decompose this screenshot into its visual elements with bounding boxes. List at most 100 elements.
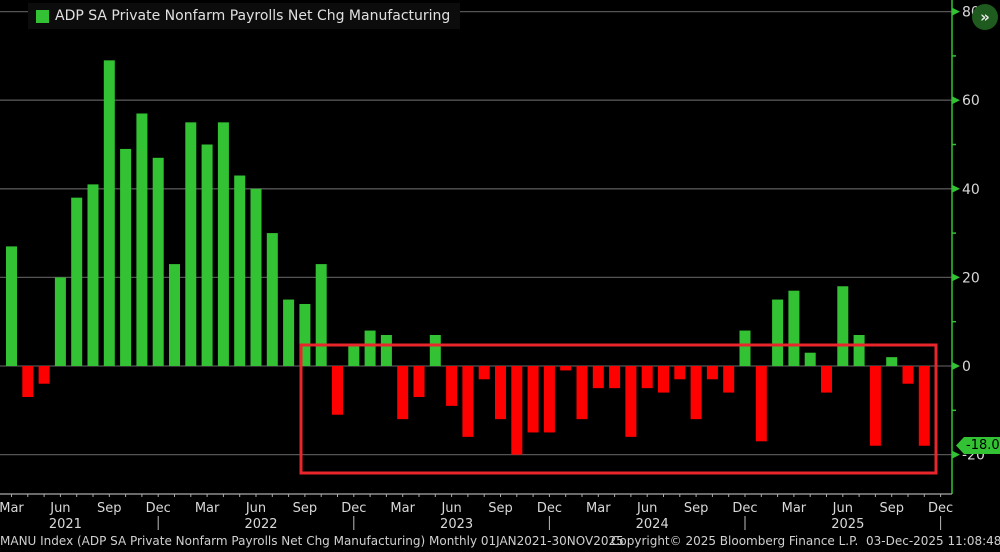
year-label: 2023 [440, 517, 473, 532]
bar [690, 366, 702, 420]
y-tick-label: 40 [962, 182, 980, 198]
bar [706, 366, 718, 380]
bar [38, 366, 50, 384]
bar [853, 334, 865, 366]
bar [755, 366, 767, 442]
bar [658, 366, 669, 393]
bar [413, 366, 425, 398]
double-chevron-right-icon: » [980, 8, 990, 26]
bar [397, 366, 409, 420]
x-tick-label: Dec [732, 501, 757, 516]
bar [169, 264, 180, 366]
y-tick-marker [952, 7, 960, 16]
y-tick-label: 60 [962, 93, 980, 109]
bar [821, 366, 832, 393]
y-tick-marker [952, 96, 960, 105]
year-label: 2025 [831, 517, 864, 532]
legend-label: ADP SA Private Nonfarm Payrolls Net Chg … [55, 8, 451, 24]
bar [152, 157, 164, 366]
bar [136, 113, 148, 367]
y-tick-label: 0 [962, 359, 971, 375]
bar [902, 366, 914, 384]
bar [250, 188, 262, 366]
bar [299, 303, 311, 366]
x-tick-label: Jun [245, 501, 266, 516]
x-tick-label: Jun [440, 501, 461, 516]
bar [22, 366, 34, 398]
bar [217, 122, 229, 366]
bar [87, 184, 99, 366]
bar [560, 366, 572, 371]
bar [380, 334, 392, 366]
bar [478, 366, 490, 380]
bar [804, 352, 816, 366]
bar [266, 233, 278, 366]
x-tick-label: Sep [293, 501, 318, 516]
bar [592, 366, 604, 389]
bar [103, 60, 115, 366]
bar [543, 366, 555, 433]
bar [609, 366, 621, 389]
bar [837, 286, 849, 366]
bar [495, 366, 506, 420]
highlight-box [299, 343, 938, 475]
bar [788, 290, 800, 366]
bar [71, 197, 83, 366]
x-tick-label: Dec [537, 501, 562, 516]
bar [201, 144, 213, 366]
year-label: 2022 [244, 517, 277, 532]
bar [234, 175, 246, 366]
bar [185, 122, 197, 366]
legend-swatch [36, 9, 49, 23]
x-tick-label: Jun [832, 501, 853, 516]
y-tick-label: 20 [962, 270, 980, 286]
x-tick-label: Sep [97, 501, 122, 516]
x-tick-label: Jun [49, 501, 70, 516]
y-tick-marker [952, 273, 960, 282]
bar [332, 366, 343, 415]
bar [120, 148, 132, 366]
bar [674, 366, 686, 380]
bar [511, 366, 523, 455]
bar [315, 264, 327, 366]
y-tick-marker [952, 362, 960, 370]
bar [739, 330, 751, 366]
x-tick-label: Mar [195, 501, 220, 516]
bar [348, 343, 360, 366]
footer-source: MANU Index (ADP SA Private Nonfarm Payro… [0, 534, 624, 548]
bar [54, 277, 66, 366]
x-tick-label: Sep [879, 501, 904, 516]
bar [576, 366, 588, 420]
last-value-tag: -18.0 [956, 437, 1000, 454]
footer-timestamp: 03-Dec-2025 11:08:48 [866, 534, 1000, 548]
bar [364, 330, 376, 366]
bar [429, 334, 441, 366]
bar [918, 366, 930, 446]
bar [625, 366, 637, 437]
bar [527, 366, 539, 433]
bar [886, 357, 898, 366]
x-tick-label: Mar [586, 501, 611, 516]
footer-copyright: Copyright© 2025 Bloomberg Finance L.P. [611, 534, 859, 548]
bar [6, 246, 17, 366]
x-tick-label: Mar [782, 501, 807, 516]
x-tick-label: Dec [341, 501, 366, 516]
x-tick-label: Mar [0, 501, 24, 516]
x-tick-label: Dec [146, 501, 171, 516]
x-tick-label: Sep [488, 501, 513, 516]
y-tick-marker [952, 184, 960, 193]
x-tick-label: Mar [390, 501, 415, 516]
x-tick-label: Dec [928, 501, 953, 516]
expand-button[interactable]: » [972, 4, 998, 30]
bar [446, 366, 458, 406]
bar [869, 366, 881, 446]
bar [772, 299, 784, 366]
legend: ADP SA Private Nonfarm Payrolls Net Chg … [28, 3, 461, 29]
x-tick-label: Sep [684, 501, 709, 516]
bar [462, 366, 474, 437]
x-tick-label: Jun [636, 501, 657, 516]
year-label: 2024 [636, 517, 669, 532]
bar [723, 366, 735, 393]
bar [283, 299, 295, 366]
